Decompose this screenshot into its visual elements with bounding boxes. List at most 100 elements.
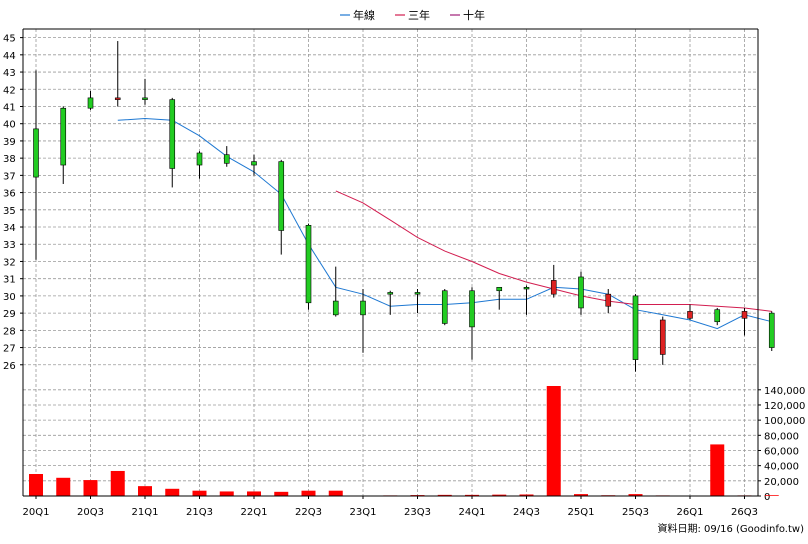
volume-tick-label: 100,000 xyxy=(764,416,805,427)
volume-bar xyxy=(219,491,234,496)
candle-body xyxy=(632,295,639,360)
volume-bar xyxy=(56,477,71,496)
volume-bar xyxy=(764,495,779,496)
volume-bar xyxy=(29,474,43,496)
volume-bar xyxy=(274,491,289,496)
volume-tick-label: 40,000 xyxy=(764,462,799,473)
price-tick-label: 38 xyxy=(3,154,16,165)
price-tick-label: 35 xyxy=(3,206,16,217)
candle-body xyxy=(768,312,775,348)
price-grid xyxy=(23,29,758,496)
x-tick-label: 21Q1 xyxy=(132,507,159,518)
volume-bar xyxy=(328,490,343,496)
volume-bar xyxy=(83,480,98,496)
candle-body xyxy=(550,280,557,295)
volume-bar xyxy=(519,494,534,496)
candle-body xyxy=(142,97,148,100)
volume-bar xyxy=(465,494,479,496)
candle-body xyxy=(278,161,285,231)
x-tick-label: 20Q1 xyxy=(23,507,50,518)
volume-axis: 0 20,000 40,000 60,000 80,000 100,000 120,000 1… xyxy=(758,386,805,503)
legend-label-2: 十年 xyxy=(463,8,485,22)
price-tick-label: 44 xyxy=(3,51,16,62)
candle-body xyxy=(441,290,448,324)
price-tick-label: 33 xyxy=(3,240,16,251)
x-tick-label: 24Q3 xyxy=(513,507,540,518)
volume-tick-label: 80,000 xyxy=(764,431,799,442)
price-tick-label: 28 xyxy=(3,326,16,337)
volume-bar xyxy=(138,486,152,496)
x-tick-label: 22Q3 xyxy=(295,507,322,518)
candle-body xyxy=(33,128,39,178)
volume-tick-label: 120,000 xyxy=(764,401,805,412)
price-tick-label: 41 xyxy=(3,102,16,113)
x-tick-label: 26Q1 xyxy=(677,507,704,518)
candle-body xyxy=(332,300,339,316)
price-tick-label: 45 xyxy=(3,34,16,45)
volume-tick-label: 0 xyxy=(764,492,770,503)
x-tick-label: 23Q1 xyxy=(350,507,377,518)
candle-body xyxy=(360,300,366,316)
candle-body xyxy=(496,286,503,292)
price-tick-label: 36 xyxy=(3,189,16,200)
volume-bar xyxy=(165,488,180,496)
x-tick-label: 21Q3 xyxy=(186,507,213,518)
volume-bar xyxy=(628,494,643,496)
volume-tick-label: 140,000 xyxy=(764,386,805,397)
x-tick-label: 23Q3 xyxy=(404,507,431,518)
price-axis: 26 27 28 29 30 31 32 33 34 35 36 37 38 39 40 41 42 43 44 45 xyxy=(3,34,23,372)
candle-body xyxy=(223,154,230,164)
price-tick-label: 30 xyxy=(3,292,16,303)
candle-body xyxy=(659,319,666,355)
chart-frame xyxy=(22,28,759,497)
x-tick-label: 25Q3 xyxy=(622,507,649,518)
x-tick-label: 24Q1 xyxy=(459,507,486,518)
volume-bar xyxy=(574,494,588,496)
candle-body xyxy=(469,290,475,328)
price-tick-label: 37 xyxy=(3,171,16,182)
candle-body xyxy=(251,161,257,166)
candle-body xyxy=(714,309,721,323)
volume-bar xyxy=(192,490,207,496)
volume-bar xyxy=(710,444,725,496)
candle-body xyxy=(87,97,94,109)
price-tick-label: 40 xyxy=(3,120,16,131)
candle-body xyxy=(114,97,121,100)
x-tick-label: 26Q3 xyxy=(731,507,758,518)
volume-bar xyxy=(110,470,125,496)
candle-body xyxy=(60,107,67,166)
volume-bar xyxy=(492,494,507,496)
legend: 年線 三年 十年 xyxy=(340,8,485,22)
candle-body xyxy=(687,311,693,319)
price-tick-label: 32 xyxy=(3,257,16,268)
price-tick-label: 29 xyxy=(3,309,16,320)
volume-bar xyxy=(437,494,452,496)
price-tick-label: 43 xyxy=(3,68,16,79)
legend-label-1: 三年 xyxy=(408,8,430,22)
price-tick-label: 34 xyxy=(3,223,16,234)
candle-body xyxy=(387,292,394,295)
candle-body xyxy=(578,276,584,309)
x-tick-label: 20Q3 xyxy=(77,507,104,518)
volume-tick-label: 20,000 xyxy=(764,477,799,488)
candle-body xyxy=(523,286,530,290)
candle-body xyxy=(605,293,612,307)
x-axis: 20Q1 20Q3 21Q1 21Q3 22Q1 22Q3 23Q1 23Q3 24Q1 24Q3… xyxy=(23,496,758,518)
volume-tick-label: 60,000 xyxy=(764,446,799,457)
volume-grid xyxy=(23,389,758,497)
price-tick-label: 31 xyxy=(3,275,16,286)
legend-label-0: 年線 xyxy=(353,8,375,22)
candle-body xyxy=(414,292,421,295)
x-tick-label: 22Q1 xyxy=(241,507,268,518)
candle-body xyxy=(169,99,176,169)
price-tick-label: 39 xyxy=(3,137,16,148)
candle-body xyxy=(741,311,748,319)
candle-body xyxy=(196,152,203,166)
volume-bar xyxy=(546,386,561,496)
volume-bar xyxy=(247,491,261,496)
price-tick-label: 26 xyxy=(3,361,16,372)
source-caption: 資料日期: 09/16 (Goodinfo.tw) xyxy=(657,522,804,535)
volume-bars xyxy=(29,386,779,497)
